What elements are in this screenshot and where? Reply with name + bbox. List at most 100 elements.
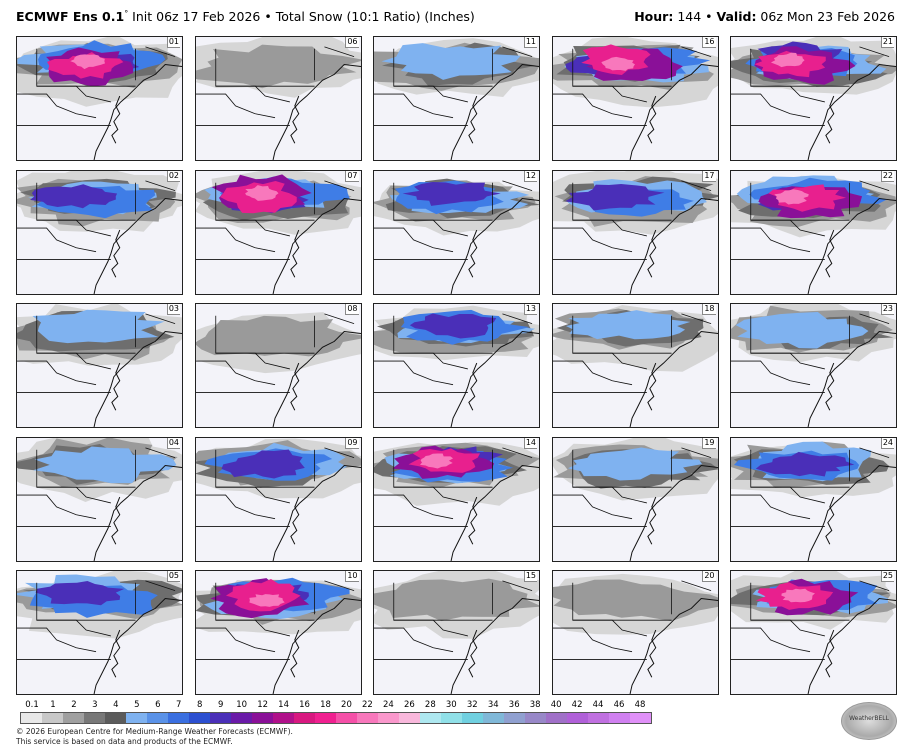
degree-symbol: ° [124,9,129,18]
colorbar-swatch [336,713,357,723]
member-panel-21: 21 [730,36,897,161]
logo-text: WeatherBELL [849,715,889,722]
colorbar-swatch [84,713,105,723]
snow-map-05 [17,571,182,694]
member-panel-13: 13 [373,303,540,428]
snow-map-21 [731,37,896,160]
member-label: 03 [166,304,180,315]
snow-map-13 [374,304,539,427]
member-label: 04 [166,437,180,449]
snow-map-17 [552,170,718,294]
snow-map-23 [731,304,896,427]
member-panel-25: 25 [730,570,897,695]
member-panel-20: 20 [551,570,719,695]
snow-map-10 [195,571,361,694]
colorbar-tick-label: 46 [613,700,625,710]
member-label: 19 [702,437,716,449]
member-panel-02: 02 [16,169,183,295]
member-label: 14 [523,437,537,449]
member-label: 20 [702,571,716,582]
colorbar-tick-label: 42 [571,700,583,710]
colorbar-swatch [147,713,168,723]
valid-time: Hour: 144 • Valid: 06z Mon 23 Feb 2026 [634,9,895,24]
member-panel-06: 06 [194,36,362,161]
attribution-line: This service is based on data and produc… [16,737,233,746]
member-panel-23: 23 [730,303,897,428]
colorbar-tick-label: 7 [176,700,182,710]
colorbar-tick-label: 20 [341,700,352,710]
colorbar-swatch [567,713,588,723]
member-label: 08 [345,304,359,315]
colorbar-swatch [462,713,483,723]
member-label: 17 [702,170,716,182]
member-panel-07: 07 [194,169,362,295]
member-panel-01: 01 [16,36,183,161]
colorbar-swatch [315,713,336,723]
colorbar-swatch [609,713,630,723]
member-label: 09 [345,437,359,449]
colorbar-swatch [441,713,462,723]
colorbar-tick-label: 2 [71,700,77,710]
member-label: 05 [166,571,180,582]
member-label: 13 [523,304,537,315]
snow-map-04 [17,437,182,561]
member-label: 12 [523,170,537,182]
member-panel-24: 24 [730,436,897,562]
colorbar-tick-label: 16 [299,700,310,710]
colorbar-swatch [252,713,273,723]
member-panel-19: 19 [551,436,719,562]
colorbar-tick-label: 4 [113,700,119,710]
member-panel-18: 18 [551,303,719,428]
colorbar-tick-label: 38 [529,700,541,710]
snow-map-09 [195,437,361,561]
snow-map-18 [552,304,718,427]
map-title: ECMWF Ens 0.1° Init 06z 17 Feb 2026 • To… [16,9,475,24]
member-label: 22 [880,170,894,182]
member-panel-15: 15 [373,570,540,695]
member-label: 16 [702,37,716,48]
colorbar-tick-label: 36 [508,700,520,710]
colorbar-swatch [588,713,609,723]
colorbar-swatch [294,713,315,723]
snow-map-14 [374,437,539,561]
colorbar-swatch [231,713,252,723]
colorbar-tick-label: 18 [320,700,331,710]
member-panel-08: 08 [194,303,362,428]
member-label: 18 [702,304,716,315]
valid-label: Valid: [716,9,757,24]
colorbar-tick-label: 40 [550,700,562,710]
member-label: 06 [345,37,359,48]
member-panel-16: 16 [551,36,719,161]
ensemble-grid: 01 02 03 04 05 06 07 08 09 10 11 12 13 14 15 16 17 18 19 20… [16,36,899,696]
member-panel-03: 03 [16,303,183,428]
hour-value: 144 • [673,9,717,24]
colorbar-swatch [483,713,504,723]
member-panel-12: 12 [373,169,540,295]
member-label: 11 [523,37,537,48]
member-label: 25 [880,571,894,582]
colorbar-swatch [273,713,294,723]
colorbar-tick-label: 0.1 [25,700,39,710]
colorbar-tick-label: 22 [362,700,373,710]
init-text: Init 06z 17 Feb 2026 • Total Snow (10:1 … [128,9,475,25]
copyright-line: © 2026 European Centre for Medium-Range … [16,727,293,736]
snow-map-12 [374,170,539,294]
colorbar-tick-label: 3 [92,700,98,710]
colorbar-tick-labels: 0.1 1 2 3 4 5 6 7 8 9 10 12 14 16 18 20 22 24 26 28 30 32 34 36… [20,700,652,712]
model-name: ECMWF Ens 0.1 [16,9,125,25]
snow-map-22 [731,170,896,294]
colorbar-tick-label: 28 [424,700,436,710]
colorbar-tick-label: 24 [382,700,394,710]
snow-map-19 [552,437,718,561]
colorbar-tick-label: 26 [403,700,415,710]
colorbar-swatch [546,713,567,723]
colorbar-tick-label: 34 [487,700,499,710]
member-panel-17: 17 [551,169,719,295]
weatherbell-logo: WeatherBELL [841,702,897,740]
colorbar-tick-label: 1 [50,700,56,710]
colorbar-tick-label: 48 [634,700,646,710]
colorbar-tick-label: 10 [236,700,248,710]
member-panel-10: 10 [194,570,362,695]
member-label: 01 [166,37,180,48]
member-label: 10 [345,571,359,582]
